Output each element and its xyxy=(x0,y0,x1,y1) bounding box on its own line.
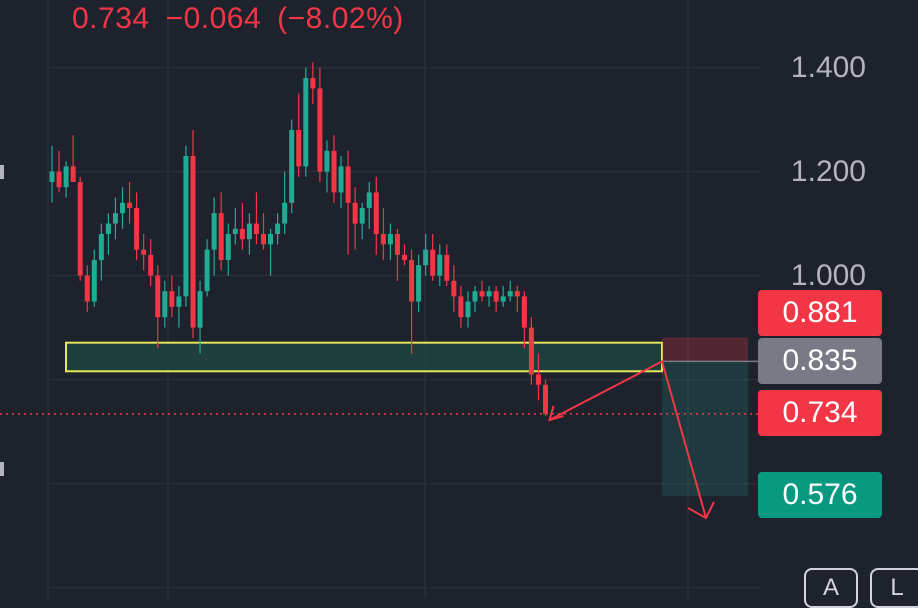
candle-body xyxy=(514,291,520,297)
log-scale-button[interactable]: L xyxy=(870,568,918,608)
axis-tick-label: 1.000 xyxy=(790,258,866,292)
candle-body xyxy=(465,301,471,318)
candle-body xyxy=(197,291,203,328)
axis-tick-label: 1.400 xyxy=(790,50,866,84)
candle-body xyxy=(472,291,478,302)
candle-body xyxy=(176,296,182,307)
candle-body xyxy=(253,223,259,234)
left-edge-mark xyxy=(0,165,4,179)
candle-body xyxy=(479,291,485,297)
stop-loss-area xyxy=(662,337,748,362)
left-edge-mark xyxy=(0,462,4,476)
candle-body xyxy=(500,296,506,302)
candle-body xyxy=(451,280,457,297)
candle-body xyxy=(49,171,55,182)
candle-body xyxy=(352,202,358,224)
candle-body xyxy=(63,166,69,188)
entry-price-tag: 0.835 xyxy=(758,338,882,384)
candle-body xyxy=(70,166,76,182)
candle-body xyxy=(493,291,499,302)
candle-body xyxy=(430,249,436,276)
candle-body xyxy=(275,223,281,234)
stop-loss-price-tag: 0.881 xyxy=(758,290,882,336)
candle-body xyxy=(112,213,118,224)
candle-body xyxy=(225,234,231,260)
take-profit-price-tag: 0.576 xyxy=(758,472,882,518)
candle-body xyxy=(77,182,83,276)
candle-body xyxy=(268,234,274,245)
projection-arrows xyxy=(548,359,715,520)
candle-body xyxy=(543,384,548,414)
candle-body xyxy=(296,130,302,167)
candle-body xyxy=(331,150,337,193)
candle-body xyxy=(303,78,309,167)
trade-box xyxy=(0,337,760,497)
candle-body xyxy=(246,223,252,240)
candle-body xyxy=(218,213,224,260)
auto-scale-button[interactable]: A xyxy=(804,568,858,608)
candle-body xyxy=(183,156,189,297)
candle-body xyxy=(289,130,295,203)
candle-body xyxy=(324,150,330,172)
candle-body xyxy=(282,202,288,224)
candle-body xyxy=(317,88,323,172)
candle-body xyxy=(127,202,133,208)
last-price-price-tag: 0.734 xyxy=(758,390,882,436)
candle-body xyxy=(387,234,393,245)
candle-body xyxy=(141,249,147,255)
candle-body xyxy=(416,265,422,302)
arrow-tail xyxy=(548,405,564,422)
candle-body xyxy=(310,78,316,89)
candle-body xyxy=(338,166,344,193)
candle-body xyxy=(528,327,534,375)
candle-body xyxy=(190,156,196,328)
candles xyxy=(49,62,548,416)
candle-body xyxy=(98,234,104,260)
candle-body xyxy=(521,296,527,328)
candle-body xyxy=(162,291,168,318)
candle-body xyxy=(373,192,379,234)
candle-body xyxy=(134,208,140,250)
axis-tick-label: 1.200 xyxy=(790,154,866,188)
candle-body xyxy=(211,213,217,250)
candle-body xyxy=(458,296,464,318)
last-price-value: 0.734 xyxy=(72,2,150,35)
candle-body xyxy=(120,202,125,214)
candle-body xyxy=(204,249,210,292)
price-change: −0.064 xyxy=(165,2,262,35)
candle-body xyxy=(507,291,513,297)
candle-body xyxy=(84,275,90,302)
candle-body xyxy=(359,208,365,224)
candle-body xyxy=(169,291,175,307)
candle-body xyxy=(535,374,541,385)
candle-body xyxy=(437,254,443,276)
candle-body xyxy=(148,254,154,276)
candle-body xyxy=(239,228,245,240)
candle-body xyxy=(345,166,351,203)
candle-body xyxy=(261,234,266,245)
candle-body xyxy=(423,249,429,266)
candle-body xyxy=(105,223,111,234)
candle-body xyxy=(366,192,372,208)
candle-body xyxy=(394,234,400,255)
candle-body xyxy=(402,254,407,260)
candle-body xyxy=(155,275,161,318)
grid-lines xyxy=(47,0,760,598)
take-profit-area xyxy=(662,361,748,497)
price-change-percent: (−8.02%) xyxy=(277,2,404,35)
candle-body xyxy=(444,254,450,281)
candle-body xyxy=(409,260,415,302)
candle-body xyxy=(91,260,97,302)
support-zone xyxy=(65,341,663,373)
price-header: 0.734 −0.064 (−8.02%) xyxy=(72,2,420,36)
candle-body xyxy=(380,234,386,245)
candle-body xyxy=(232,228,238,234)
arrow-head xyxy=(687,501,715,520)
projection-path xyxy=(549,359,707,519)
support-zone-rect xyxy=(65,341,663,373)
candle-body xyxy=(486,291,492,297)
candle-body xyxy=(56,171,62,188)
